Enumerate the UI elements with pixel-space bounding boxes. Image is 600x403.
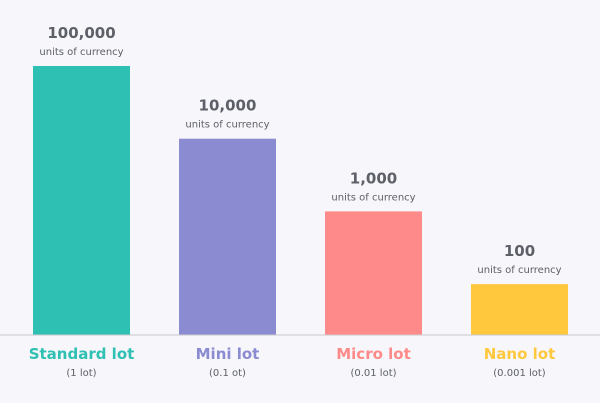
bar-2 — [325, 211, 422, 335]
unit-label-2: units of currency — [331, 192, 415, 203]
value-label-0: 100,000 — [47, 24, 115, 42]
category-sublabel-3: (0.001 lot) — [493, 368, 546, 379]
bar-3 — [471, 284, 568, 335]
category-sublabel-2: (0.01 lot) — [350, 368, 396, 379]
unit-label-1: units of currency — [185, 120, 269, 131]
category-label-0: Standard lot — [29, 345, 135, 363]
value-label-2: 1,000 — [350, 169, 397, 187]
category-sublabel-1: (0.1 ot) — [209, 368, 246, 379]
category-sublabel-0: (1 lot) — [66, 368, 96, 379]
category-label-3: Nano lot — [484, 345, 556, 363]
value-label-3: 100 — [504, 242, 535, 260]
category-label-1: Mini lot — [196, 345, 260, 363]
unit-label-3: units of currency — [477, 265, 561, 276]
category-label-2: Micro lot — [336, 345, 411, 363]
unit-label-0: units of currency — [39, 47, 123, 58]
bar-0 — [33, 66, 130, 335]
bar-1 — [179, 138, 276, 335]
value-label-1: 10,000 — [199, 97, 257, 115]
